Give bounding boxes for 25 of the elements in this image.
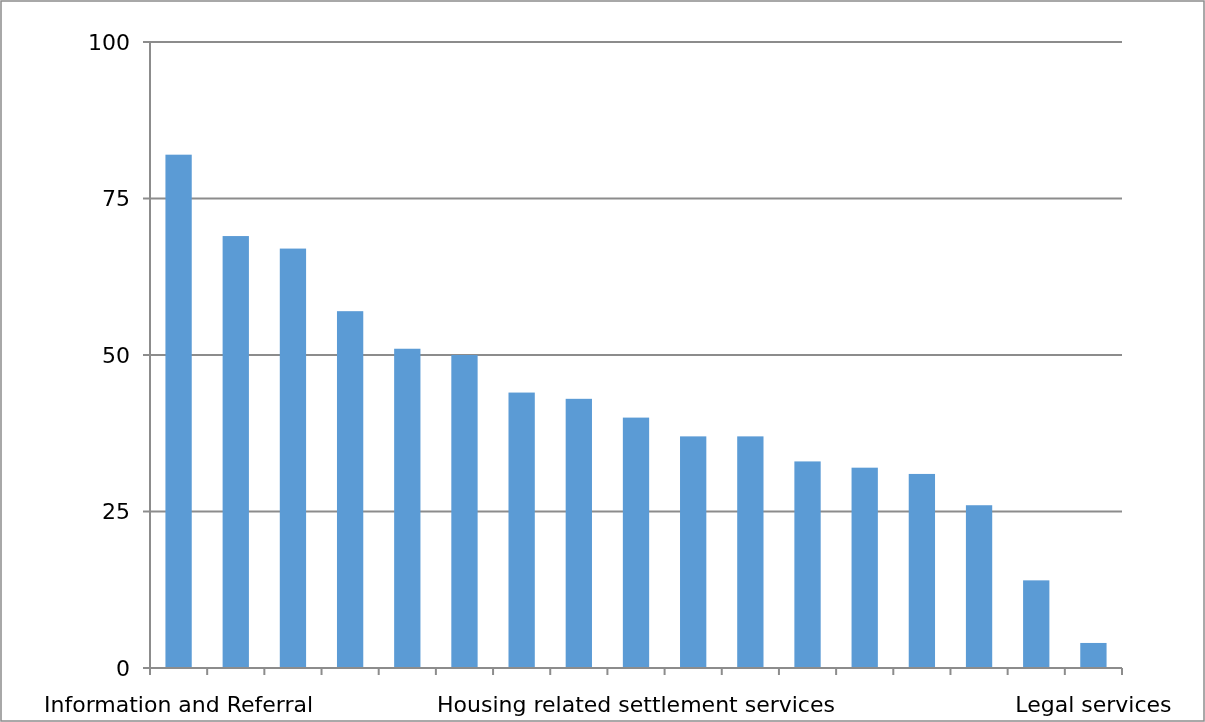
bar xyxy=(794,461,821,668)
bar xyxy=(565,398,592,668)
bar xyxy=(336,311,364,668)
bar xyxy=(908,473,936,668)
bar xyxy=(394,348,421,668)
bar xyxy=(451,355,478,668)
x-tick-label: Legal services xyxy=(1015,692,1172,717)
bar xyxy=(1023,580,1050,668)
bar xyxy=(622,417,650,668)
y-tick-label: 100 xyxy=(88,29,130,55)
bar xyxy=(165,154,192,668)
y-tick-label: 25 xyxy=(102,499,130,525)
y-tick-label: 50 xyxy=(102,342,130,368)
bar xyxy=(508,392,535,668)
bar xyxy=(222,236,249,668)
y-tick-label: 0 xyxy=(116,655,130,681)
bar xyxy=(279,248,307,668)
bar xyxy=(1080,642,1107,668)
y-tick-label: 75 xyxy=(102,186,130,212)
x-tick-label: Housing related settlement services xyxy=(437,692,835,717)
bar xyxy=(851,467,878,668)
bar xyxy=(680,436,707,668)
bar xyxy=(737,436,764,668)
x-tick-label: Information and Referral xyxy=(44,692,314,717)
bar xyxy=(965,505,993,668)
